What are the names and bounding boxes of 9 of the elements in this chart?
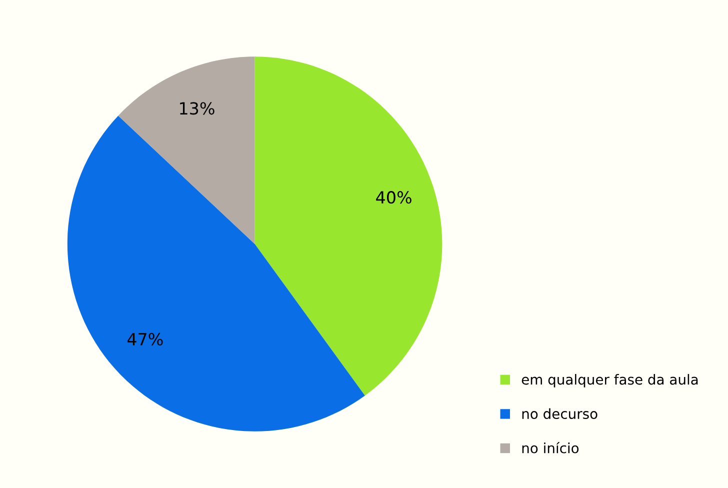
pie-slice: [254, 56, 442, 396]
legend-label: no início: [522, 442, 579, 454]
pie-slice: [67, 116, 365, 432]
legend-label: no decurso: [522, 408, 598, 420]
data-label: 13%: [180, 102, 214, 115]
data-label: 47%: [127, 332, 163, 346]
pie-slice: [118, 56, 255, 244]
data-label: 40%: [376, 191, 412, 204]
legend-label: em qualquer fase da aula: [522, 374, 698, 388]
